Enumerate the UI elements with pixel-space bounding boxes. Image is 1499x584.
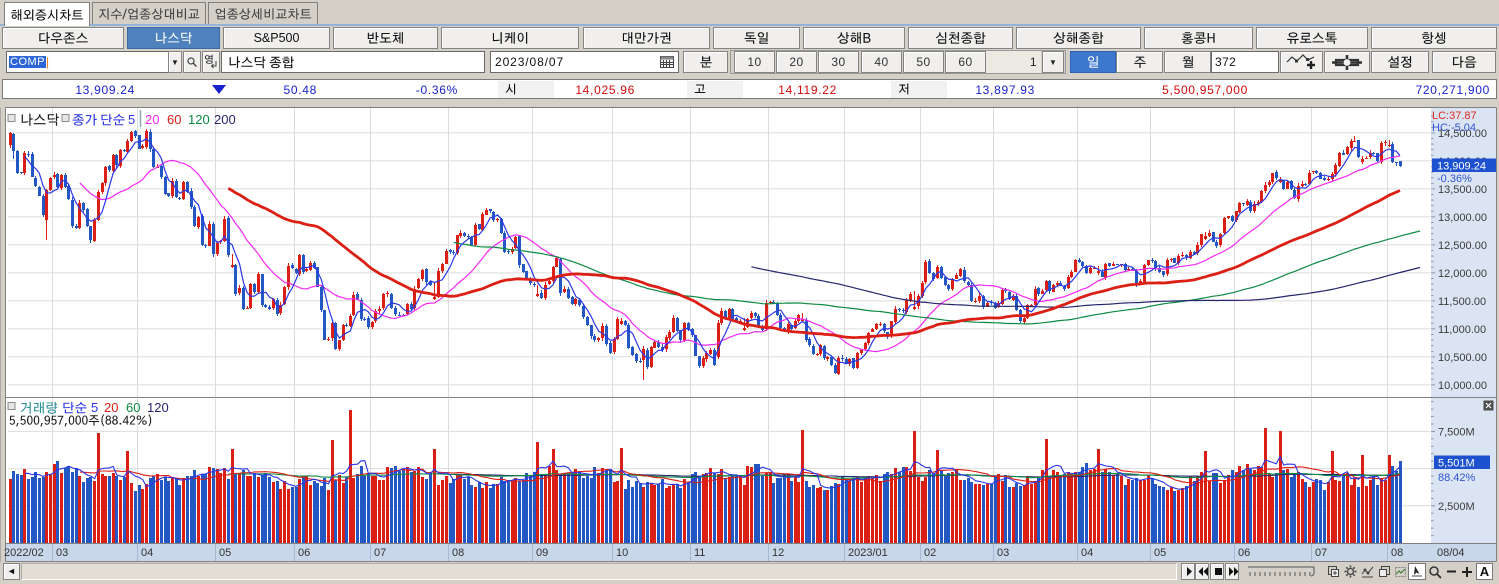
svg-text:120: 120	[147, 400, 169, 415]
svg-text:09: 09	[536, 547, 548, 559]
svg-text:11: 11	[694, 547, 705, 559]
svg-text:10,000.00: 10,000.00	[1438, 380, 1487, 392]
svg-text:7,500M: 7,500M	[1438, 426, 1475, 438]
svg-text:5: 5	[128, 112, 135, 127]
svg-text:5: 5	[91, 400, 98, 415]
svg-text:11,500.00: 11,500.00	[1438, 296, 1486, 308]
svg-text:07: 07	[1315, 547, 1327, 559]
svg-text:13,000.00: 13,000.00	[1438, 212, 1487, 224]
svg-text:12,000.00: 12,000.00	[1438, 268, 1487, 280]
svg-text:13,500.00: 13,500.00	[1438, 184, 1487, 196]
svg-text:03: 03	[997, 547, 1009, 559]
svg-text:04: 04	[1081, 547, 1093, 559]
svg-text:60: 60	[167, 112, 181, 127]
svg-text:HC:-5.04: HC:-5.04	[1432, 122, 1476, 134]
svg-text:2,500M: 2,500M	[1438, 501, 1475, 513]
svg-text:08: 08	[1391, 547, 1403, 559]
svg-text:2022/02: 2022/02	[4, 547, 44, 559]
svg-text:13,909.24: 13,909.24	[1437, 161, 1486, 173]
svg-text:120: 120	[188, 112, 210, 127]
svg-text:88.42%: 88.42%	[1438, 472, 1476, 484]
svg-text:07: 07	[374, 547, 386, 559]
svg-text:05: 05	[1154, 547, 1166, 559]
svg-text:200: 200	[214, 112, 236, 127]
svg-text:06: 06	[1238, 547, 1250, 559]
svg-text:14,500.00: 14,500.00	[1438, 128, 1487, 140]
svg-text:10: 10	[616, 547, 628, 559]
svg-text:05: 05	[219, 547, 231, 559]
svg-text:60: 60	[126, 400, 140, 415]
svg-text:06: 06	[298, 547, 310, 559]
svg-text:5,501M: 5,501M	[1438, 458, 1475, 470]
svg-text:20: 20	[145, 112, 159, 127]
svg-text:12,500.00: 12,500.00	[1438, 240, 1487, 252]
svg-text:03: 03	[56, 547, 68, 559]
svg-text:12: 12	[772, 547, 784, 559]
svg-text:-0.36%: -0.36%	[1437, 173, 1472, 185]
svg-text:10,500.00: 10,500.00	[1438, 352, 1487, 364]
svg-text:08/04: 08/04	[1437, 547, 1465, 559]
svg-text:04: 04	[141, 547, 153, 559]
svg-text:2023/01: 2023/01	[848, 547, 888, 559]
svg-text:11,000.00: 11,000.00	[1438, 324, 1486, 336]
svg-text:20: 20	[104, 400, 118, 415]
svg-text:02: 02	[924, 547, 936, 559]
svg-text:LC:37.87: LC:37.87	[1432, 110, 1477, 122]
svg-text:08: 08	[452, 547, 464, 559]
